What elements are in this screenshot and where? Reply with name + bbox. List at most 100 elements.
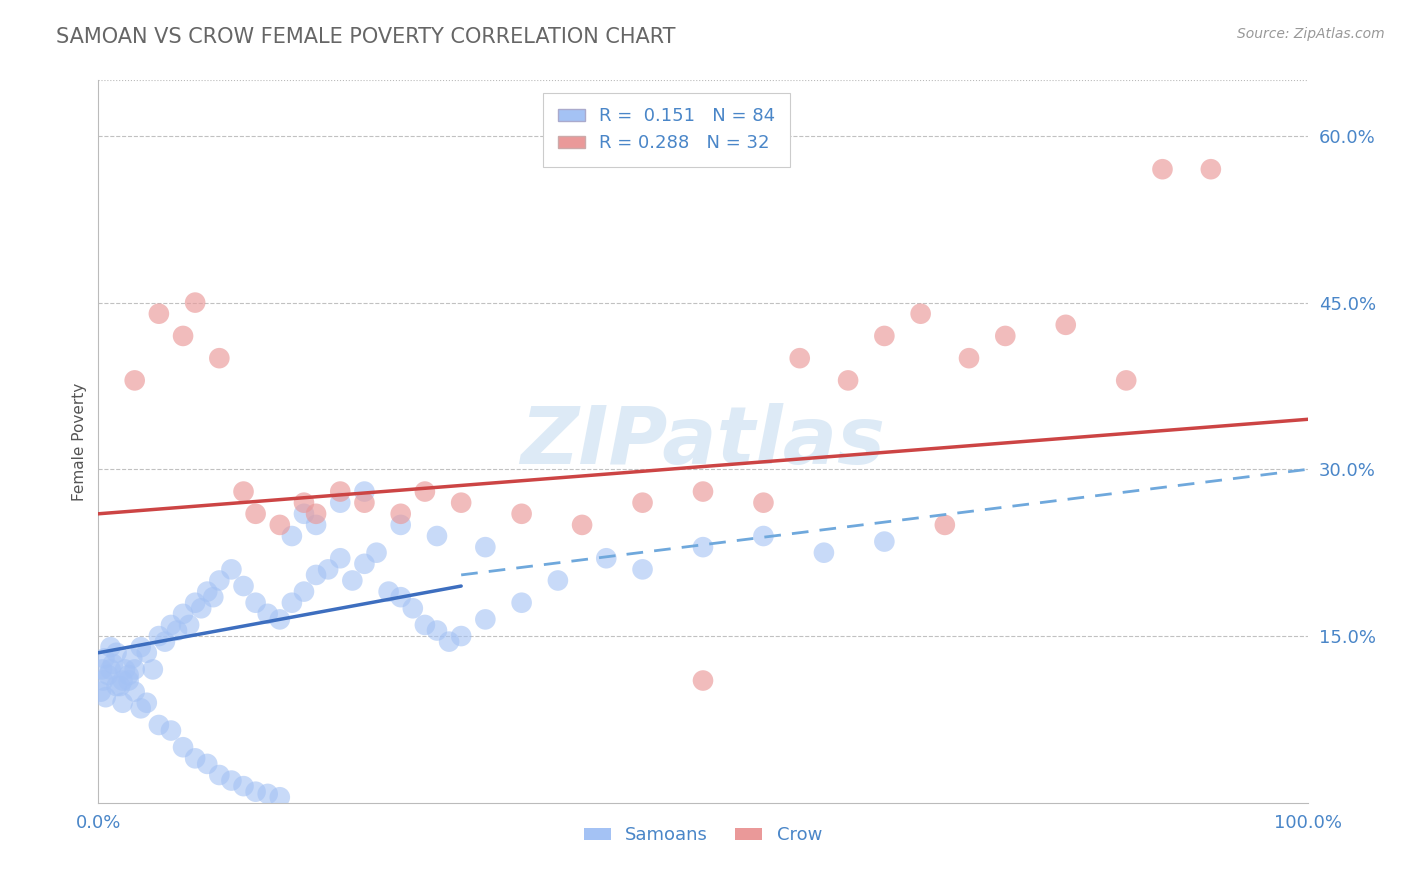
Point bbox=[111, 673, 134, 688]
Point bbox=[547, 574, 569, 588]
Point bbox=[377, 584, 399, 599]
Point bbox=[631, 562, 654, 576]
Y-axis label: Female Poverty: Female Poverty bbox=[72, 383, 87, 500]
Point bbox=[121, 651, 143, 665]
Point bbox=[208, 768, 231, 782]
Point bbox=[93, 651, 115, 665]
Point bbox=[329, 484, 352, 499]
Point bbox=[153, 634, 176, 648]
Point bbox=[437, 634, 460, 648]
Point bbox=[97, 668, 120, 682]
Point bbox=[232, 779, 254, 793]
Point bbox=[752, 529, 775, 543]
Point bbox=[873, 329, 896, 343]
Point bbox=[389, 590, 412, 604]
Point bbox=[269, 790, 291, 805]
Point bbox=[292, 507, 315, 521]
Point bbox=[184, 596, 207, 610]
Point bbox=[129, 640, 152, 655]
Point bbox=[752, 496, 775, 510]
Point bbox=[426, 529, 449, 543]
Point bbox=[281, 529, 304, 543]
Point bbox=[172, 740, 194, 755]
Point bbox=[305, 507, 328, 521]
Point bbox=[124, 662, 146, 676]
Point bbox=[232, 484, 254, 499]
Point bbox=[90, 684, 112, 698]
Point bbox=[910, 307, 932, 321]
Point bbox=[305, 517, 328, 532]
Point bbox=[353, 557, 375, 571]
Point bbox=[692, 673, 714, 688]
Point bbox=[413, 618, 436, 632]
Point bbox=[281, 596, 304, 610]
Point bbox=[353, 496, 375, 510]
Point bbox=[221, 773, 243, 788]
Point bbox=[389, 517, 412, 532]
Text: Source: ZipAtlas.com: Source: ZipAtlas.com bbox=[1237, 27, 1385, 41]
Point bbox=[195, 584, 218, 599]
Point bbox=[1054, 318, 1077, 332]
Point bbox=[292, 496, 315, 510]
Point bbox=[232, 579, 254, 593]
Point bbox=[631, 496, 654, 510]
Point bbox=[316, 562, 339, 576]
Point bbox=[1199, 162, 1222, 177]
Point bbox=[179, 618, 201, 632]
Point bbox=[172, 329, 194, 343]
Point bbox=[1152, 162, 1174, 177]
Point bbox=[105, 679, 128, 693]
Point bbox=[292, 584, 315, 599]
Point bbox=[426, 624, 449, 638]
Point bbox=[118, 668, 141, 682]
Point bbox=[166, 624, 188, 638]
Point bbox=[245, 507, 267, 521]
Point bbox=[100, 662, 122, 676]
Point bbox=[934, 517, 956, 532]
Point bbox=[256, 607, 278, 621]
Point bbox=[595, 551, 617, 566]
Point bbox=[142, 662, 165, 676]
Text: ZIPatlas: ZIPatlas bbox=[520, 402, 886, 481]
Point bbox=[245, 596, 267, 610]
Point bbox=[245, 785, 267, 799]
Point bbox=[160, 618, 183, 632]
Point bbox=[329, 551, 352, 566]
Text: SAMOAN VS CROW FEMALE POVERTY CORRELATION CHART: SAMOAN VS CROW FEMALE POVERTY CORRELATIO… bbox=[56, 27, 676, 46]
Point bbox=[118, 673, 141, 688]
Point bbox=[873, 534, 896, 549]
Point bbox=[184, 751, 207, 765]
Legend: Samoans, Crow: Samoans, Crow bbox=[576, 819, 830, 852]
Point bbox=[510, 596, 533, 610]
Point bbox=[789, 351, 811, 366]
Point bbox=[450, 496, 472, 510]
Point bbox=[221, 562, 243, 576]
Point bbox=[957, 351, 980, 366]
Point bbox=[114, 662, 136, 676]
Point bbox=[813, 546, 835, 560]
Point bbox=[91, 662, 114, 676]
Point bbox=[269, 612, 291, 626]
Point bbox=[402, 601, 425, 615]
Point bbox=[148, 718, 170, 732]
Point bbox=[571, 517, 593, 532]
Point bbox=[135, 646, 157, 660]
Point bbox=[160, 723, 183, 738]
Point bbox=[105, 646, 128, 660]
Point bbox=[190, 601, 212, 615]
Point bbox=[100, 640, 122, 655]
Point bbox=[195, 756, 218, 771]
Point bbox=[208, 574, 231, 588]
Point bbox=[94, 690, 117, 705]
Point bbox=[172, 607, 194, 621]
Point bbox=[124, 373, 146, 387]
Point bbox=[342, 574, 364, 588]
Point bbox=[108, 679, 131, 693]
Point bbox=[413, 484, 436, 499]
Point bbox=[111, 696, 134, 710]
Point bbox=[124, 684, 146, 698]
Point bbox=[692, 484, 714, 499]
Point bbox=[91, 673, 114, 688]
Point bbox=[269, 517, 291, 532]
Point bbox=[148, 307, 170, 321]
